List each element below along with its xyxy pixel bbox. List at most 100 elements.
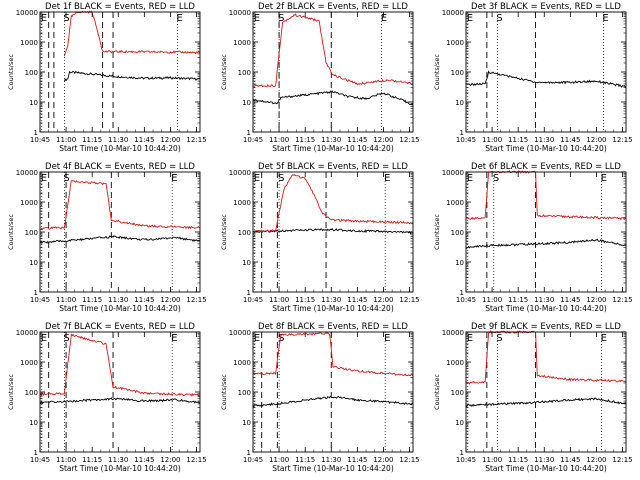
x-tick-label: 10:45 [243,456,263,464]
x-tick-label: 11:00 [482,136,502,144]
x-tick-label: 10:45 [30,456,50,464]
x-tick-label: 12:15 [612,136,632,144]
x-tick-label: 10:45 [30,136,50,144]
event-marker-label: E [171,173,177,184]
event-marker-label: S [278,13,284,24]
panel-title: Det 8f BLACK = Events, RED = LLD [258,322,408,332]
y-tick-label: 10000 [229,9,251,17]
x-tick-label: 11:45 [560,136,580,144]
y-tick-label: 10000 [16,169,38,177]
y-tick-label: 100 [451,389,464,397]
event-marker-label: S [496,333,502,344]
panel-title: Det 4f BLACK = Events, RED = LLD [45,162,195,172]
x-tick-label: 11:00 [482,296,502,304]
x-tick-label: 12:15 [612,456,632,464]
x-tick-label: 11:30 [108,456,128,464]
y-tick-label: 10 [242,259,251,267]
y-tick-label: 100 [25,229,38,237]
y-tick-label: 1 [34,289,38,297]
event-marker-label: S [278,333,284,344]
series-line-events [252,395,414,408]
y-tick-label: 100 [238,229,251,237]
y-tick-label: 10000 [442,9,464,17]
event-marker-label: S [493,173,499,184]
series-line-events [39,397,201,405]
y-axis-label: Counts/sec [7,214,15,250]
series-line-events [252,227,414,235]
x-axis-label: Start Time (10-Mar-10 10:44:20) [59,464,181,473]
x-tick-label: 12:15 [186,296,206,304]
y-tick-label: 10 [455,419,464,427]
x-tick-label: 11:30 [534,296,554,304]
x-tick-label: 11:45 [560,296,580,304]
x-tick-label: 11:00 [482,456,502,464]
x-tick-label: 12:00 [373,456,393,464]
y-tick-label: 10000 [229,169,251,177]
x-tick-label: 11:00 [269,136,289,144]
x-tick-label: 11:45 [560,456,580,464]
event-marker-label: S [63,173,69,184]
x-tick-label: 10:45 [456,296,476,304]
y-axis-label: Counts/sec [433,374,441,410]
y-tick-label: 100 [238,69,251,77]
x-tick-label: 11:15 [82,456,102,464]
x-tick-label: 11:30 [321,296,341,304]
x-axis-label: Start Time (10-Mar-10 10:44:20) [272,464,394,473]
x-tick-label: 11:30 [321,456,341,464]
x-axis-label: Start Time (10-Mar-10 10:44:20) [485,304,607,313]
x-axis-label: Start Time (10-Mar-10 10:44:20) [485,464,607,473]
x-tick-label: 12:00 [586,296,606,304]
x-tick-label: 11:00 [56,456,76,464]
y-axis-label: Counts/sec [7,54,15,90]
y-tick-label: 1000 [233,39,251,47]
x-tick-label: 12:00 [373,296,393,304]
y-tick-label: 1 [247,129,251,137]
y-tick-label: 1000 [233,359,251,367]
panel-title: Det 1f BLACK = Events, RED = LLD [45,2,195,12]
x-tick-label: 11:45 [134,136,154,144]
y-tick-label: 100 [451,229,464,237]
x-tick-label: 12:00 [160,296,180,304]
series-line-lld [39,180,201,231]
x-tick-label: 12:00 [586,456,606,464]
x-tick-label: 11:30 [108,296,128,304]
x-tick-label: 12:15 [399,136,419,144]
y-tick-label: 10000 [16,9,38,17]
x-tick-label: 11:00 [269,296,289,304]
event-marker-label: E [41,13,47,24]
panel-title: Det 3f BLACK = Events, RED = LLD [471,2,621,12]
x-tick-label: 11:00 [56,136,76,144]
x-axis-label: Start Time (10-Mar-10 10:44:20) [59,304,181,313]
y-tick-label: 10 [29,99,38,107]
x-tick-label: 10:45 [243,136,263,144]
y-tick-label: 10000 [16,329,38,337]
x-tick-label: 11:00 [56,296,76,304]
y-tick-label: 10 [455,259,464,267]
x-tick-label: 11:00 [269,456,289,464]
event-marker-label: S [278,173,284,184]
x-tick-label: 11:15 [295,456,315,464]
series-line-lld [253,332,414,377]
panel-title: Det 5f BLACK = Events, RED = LLD [258,162,408,172]
x-axis-label: Start Time (10-Mar-10 10:44:20) [272,144,394,153]
y-tick-label: 1 [460,289,464,297]
x-tick-label: 12:00 [160,456,180,464]
event-marker-label: S [63,13,69,24]
x-tick-label: 10:45 [456,456,476,464]
event-marker-label: E [384,173,390,184]
series-line-lld [252,13,414,88]
y-tick-label: 1000 [233,199,251,207]
y-tick-label: 1 [460,449,464,457]
event-marker-label: S [496,13,502,24]
y-tick-label: 1000 [20,359,38,367]
y-tick-label: 1 [247,289,251,297]
y-tick-label: 10 [455,99,464,107]
y-tick-label: 1 [247,449,251,457]
x-tick-label: 11:15 [508,136,528,144]
